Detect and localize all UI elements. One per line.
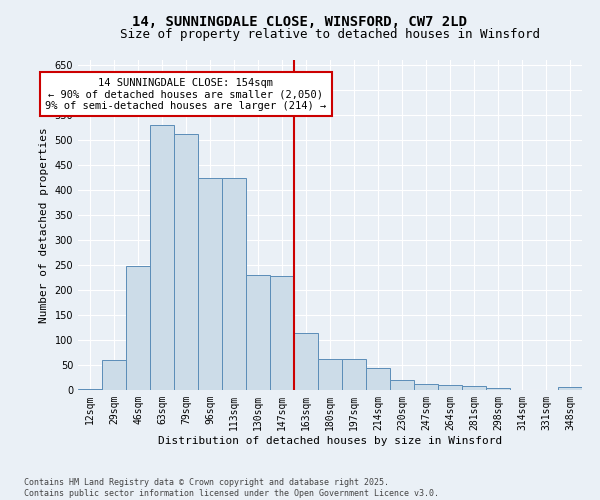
Bar [342, 358, 366, 390]
Bar [102, 360, 126, 390]
Text: Contains HM Land Registry data © Crown copyright and database right 2025.
Contai: Contains HM Land Registry data © Crown c… [24, 478, 439, 498]
Bar [198, 178, 222, 390]
X-axis label: Distribution of detached houses by size in Winsford: Distribution of detached houses by size … [158, 436, 502, 446]
Bar [390, 380, 414, 390]
Bar [294, 332, 318, 390]
Bar [366, 368, 390, 390]
Bar [150, 125, 174, 390]
Bar [438, 385, 462, 390]
Bar [486, 388, 510, 390]
Bar [174, 134, 198, 390]
Bar [462, 386, 486, 390]
Bar [126, 266, 150, 390]
Title: Size of property relative to detached houses in Winsford: Size of property relative to detached ho… [120, 28, 540, 41]
Bar [318, 358, 342, 390]
Bar [78, 389, 102, 390]
Bar [270, 276, 294, 390]
Bar [558, 387, 582, 390]
Y-axis label: Number of detached properties: Number of detached properties [39, 127, 49, 323]
Text: 14, SUNNINGDALE CLOSE, WINSFORD, CW7 2LD: 14, SUNNINGDALE CLOSE, WINSFORD, CW7 2LD [133, 15, 467, 29]
Bar [222, 178, 246, 390]
Text: 14 SUNNINGDALE CLOSE: 154sqm
← 90% of detached houses are smaller (2,050)
9% of : 14 SUNNINGDALE CLOSE: 154sqm ← 90% of de… [46, 78, 326, 110]
Bar [414, 384, 438, 390]
Bar [246, 275, 270, 390]
